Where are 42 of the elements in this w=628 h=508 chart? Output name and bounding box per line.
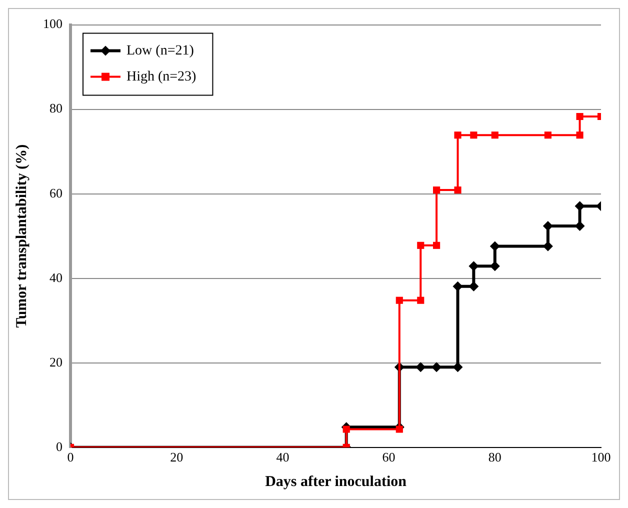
point bbox=[574, 220, 585, 231]
point bbox=[452, 362, 463, 372]
point bbox=[468, 281, 479, 292]
x-tick-label: 40 bbox=[276, 450, 290, 465]
point bbox=[452, 281, 463, 292]
point bbox=[433, 186, 440, 194]
point bbox=[454, 132, 462, 139]
x-axis-title: Days after inoculation bbox=[265, 474, 408, 490]
y-tick-label: 100 bbox=[43, 16, 62, 32]
point bbox=[574, 201, 585, 212]
x-tick-label: 80 bbox=[488, 450, 502, 465]
legend-label: Low (n=21) bbox=[126, 43, 194, 58]
y-tick-label: 20 bbox=[50, 354, 62, 370]
point bbox=[342, 426, 350, 433]
point bbox=[490, 241, 500, 252]
point bbox=[454, 186, 462, 194]
x-tick-label: 20 bbox=[170, 450, 184, 465]
point bbox=[468, 261, 479, 272]
point bbox=[417, 242, 424, 249]
x-tick-label: 100 bbox=[591, 450, 611, 465]
x-tick-label: 0 bbox=[67, 450, 74, 465]
point bbox=[542, 220, 553, 231]
x-tick-label: 60 bbox=[382, 450, 396, 465]
point bbox=[396, 426, 403, 433]
point bbox=[576, 112, 584, 120]
y-tick-label: 0 bbox=[56, 438, 62, 454]
point bbox=[491, 132, 498, 139]
y-tick-label: 80 bbox=[50, 100, 62, 116]
point bbox=[490, 261, 500, 272]
point bbox=[470, 132, 478, 139]
point bbox=[416, 362, 426, 372]
point bbox=[542, 241, 553, 252]
y-tick-label: 40 bbox=[50, 270, 62, 285]
point bbox=[396, 296, 403, 304]
point bbox=[576, 132, 584, 139]
legend-label: High (n=23) bbox=[126, 69, 197, 84]
y-axis-title: Tumor transplantability (%) bbox=[14, 144, 30, 328]
point bbox=[433, 242, 440, 249]
y-tick-label: 60 bbox=[50, 185, 62, 200]
point bbox=[417, 296, 424, 304]
point bbox=[544, 132, 552, 139]
point bbox=[432, 362, 442, 372]
